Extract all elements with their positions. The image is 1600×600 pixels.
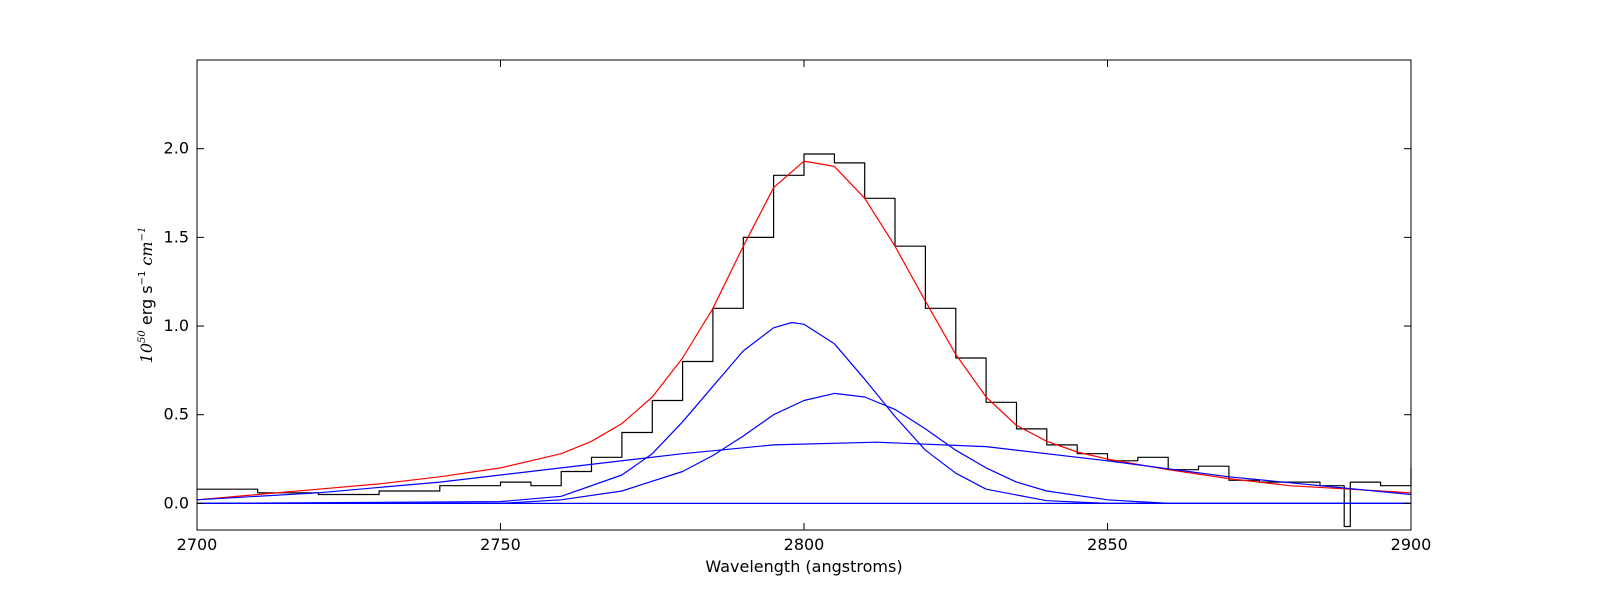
x-tick-label: 2850: [1087, 535, 1128, 554]
y-tick-label: 1.0: [164, 316, 189, 335]
y-axis-title-unit2: cm: [137, 241, 156, 265]
x-tick-label: 2750: [480, 535, 521, 554]
x-axis-title: Wavelength (angstroms): [705, 557, 902, 576]
plot-frame: [196, 59, 1412, 531]
y-tick-label: 0.5: [164, 405, 189, 424]
series-line-3: [197, 392, 1411, 504]
series-line-1: [196, 160, 1412, 501]
y-axis-title-base: 10: [137, 343, 156, 363]
y-axis-title-unit2-exponent: −1: [137, 227, 148, 242]
x-tick-label: 2700: [177, 535, 218, 554]
series-layer: [196, 153, 1412, 528]
y-tick-label: 1.5: [164, 227, 189, 246]
y-tick-label: 2.0: [164, 139, 189, 158]
series-line-2: [196, 321, 1411, 504]
y-axis-title-exponent: 50: [137, 330, 148, 343]
series-line-4: [196, 441, 1412, 501]
series-line-0: [197, 153, 1412, 528]
x-tick-label: 2800: [784, 535, 825, 554]
ticks-layer: 2700 2750 2800 2850 2900 0.0 0.5 1.0 1.5 2.0: [164, 60, 1432, 554]
y-tick-label: 0.0: [164, 493, 189, 512]
y-axis-title-unit-text: erg s: [137, 285, 156, 325]
y-axis-title-unit-exponent: −1: [137, 271, 148, 286]
x-tick-label: 2900: [1391, 535, 1432, 554]
y-axis-title: 1050 erg s−1 cm−1: [137, 227, 156, 364]
